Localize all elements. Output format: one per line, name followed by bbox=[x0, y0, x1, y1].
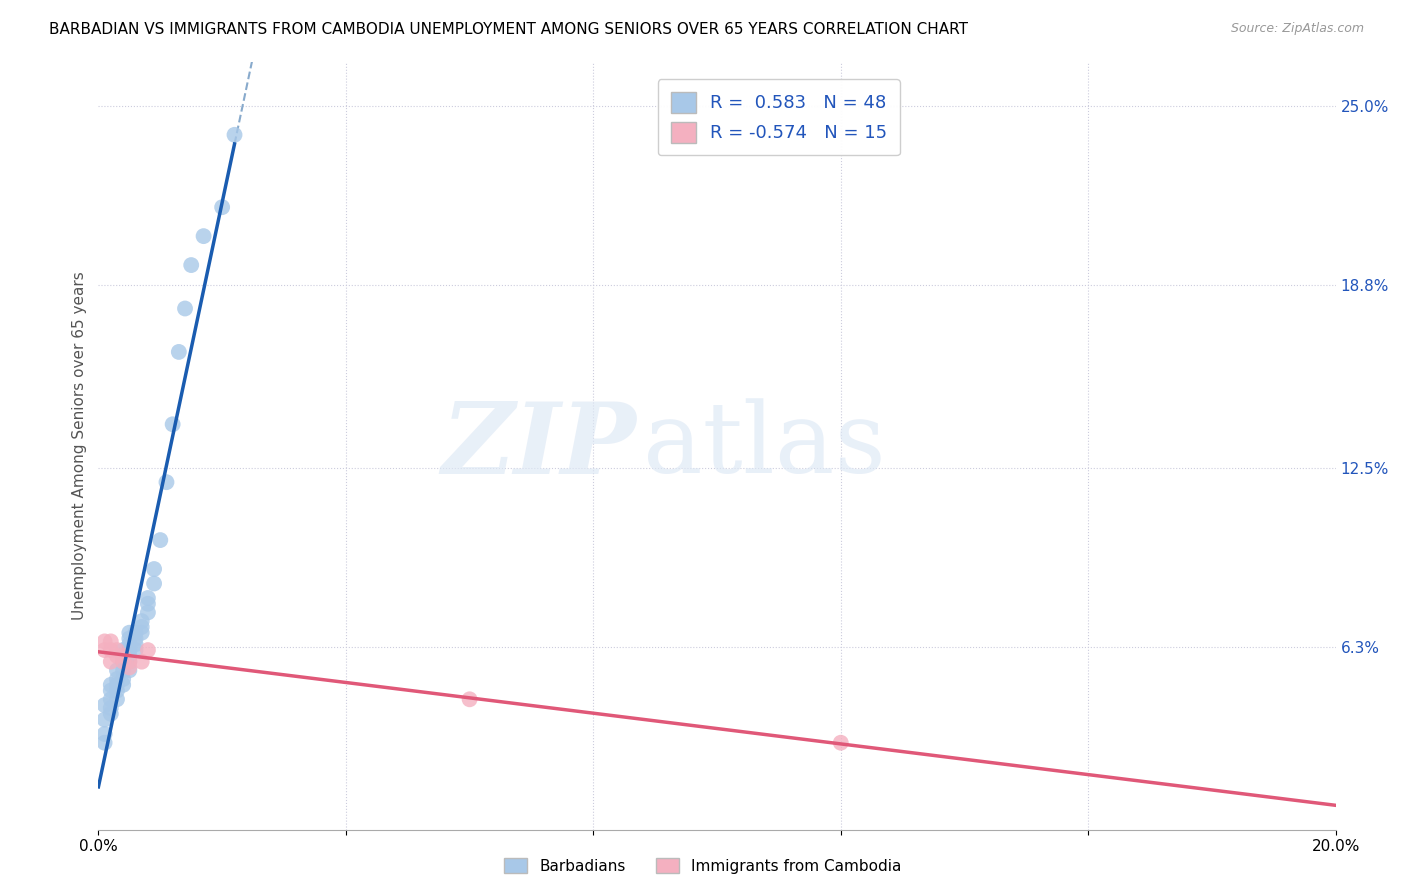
Point bbox=[124, 643, 146, 657]
Point bbox=[211, 200, 233, 214]
Point bbox=[124, 625, 146, 640]
Point bbox=[131, 620, 153, 634]
Point bbox=[124, 632, 146, 646]
Point bbox=[100, 683, 122, 698]
Point bbox=[118, 648, 141, 663]
Point bbox=[100, 655, 122, 669]
Point bbox=[100, 634, 122, 648]
Point bbox=[167, 345, 190, 359]
Point bbox=[105, 643, 128, 657]
Point bbox=[155, 475, 177, 490]
Text: Source: ZipAtlas.com: Source: ZipAtlas.com bbox=[1230, 22, 1364, 36]
Point bbox=[136, 597, 159, 611]
Point bbox=[118, 625, 141, 640]
Point bbox=[93, 727, 115, 741]
Point bbox=[143, 576, 166, 591]
Point bbox=[136, 606, 159, 620]
Point bbox=[93, 698, 115, 712]
Legend: Barbadians, Immigrants from Cambodia: Barbadians, Immigrants from Cambodia bbox=[498, 852, 908, 880]
Point bbox=[118, 632, 141, 646]
Point bbox=[100, 706, 122, 721]
Point bbox=[105, 664, 128, 678]
Point bbox=[100, 692, 122, 706]
Point bbox=[131, 625, 153, 640]
Point bbox=[105, 678, 128, 692]
Point bbox=[118, 643, 141, 657]
Point bbox=[180, 258, 202, 272]
Point bbox=[174, 301, 197, 316]
Point bbox=[830, 736, 852, 750]
Legend: R =  0.583   N = 48, R = -0.574   N = 15: R = 0.583 N = 48, R = -0.574 N = 15 bbox=[658, 79, 900, 155]
Point bbox=[105, 683, 128, 698]
Point bbox=[112, 648, 135, 663]
Point bbox=[93, 736, 115, 750]
Point bbox=[112, 643, 135, 657]
Point bbox=[118, 655, 141, 669]
Text: ZIP: ZIP bbox=[441, 398, 637, 494]
Point bbox=[112, 655, 135, 669]
Point bbox=[100, 643, 122, 657]
Point bbox=[224, 128, 246, 142]
Point bbox=[136, 591, 159, 605]
Point bbox=[93, 643, 115, 657]
Point bbox=[162, 417, 184, 432]
Point bbox=[93, 634, 115, 648]
Point bbox=[131, 614, 153, 628]
Point bbox=[193, 229, 215, 244]
Point bbox=[118, 660, 141, 674]
Point bbox=[136, 643, 159, 657]
Point bbox=[105, 648, 128, 663]
Point bbox=[100, 701, 122, 715]
Point bbox=[149, 533, 172, 547]
Point bbox=[105, 672, 128, 686]
Point bbox=[143, 562, 166, 576]
Point bbox=[458, 692, 481, 706]
Point bbox=[118, 655, 141, 669]
Text: atlas: atlas bbox=[643, 398, 886, 494]
Y-axis label: Unemployment Among Seniors over 65 years: Unemployment Among Seniors over 65 years bbox=[72, 272, 87, 620]
Point bbox=[112, 655, 135, 669]
Point bbox=[93, 713, 115, 727]
Point bbox=[124, 637, 146, 651]
Point bbox=[105, 692, 128, 706]
Point bbox=[112, 664, 135, 678]
Point bbox=[100, 678, 122, 692]
Point bbox=[118, 664, 141, 678]
Text: BARBADIAN VS IMMIGRANTS FROM CAMBODIA UNEMPLOYMENT AMONG SENIORS OVER 65 YEARS C: BARBADIAN VS IMMIGRANTS FROM CAMBODIA UN… bbox=[49, 22, 969, 37]
Point bbox=[112, 672, 135, 686]
Point bbox=[112, 678, 135, 692]
Point bbox=[131, 655, 153, 669]
Point bbox=[118, 637, 141, 651]
Point bbox=[112, 648, 135, 663]
